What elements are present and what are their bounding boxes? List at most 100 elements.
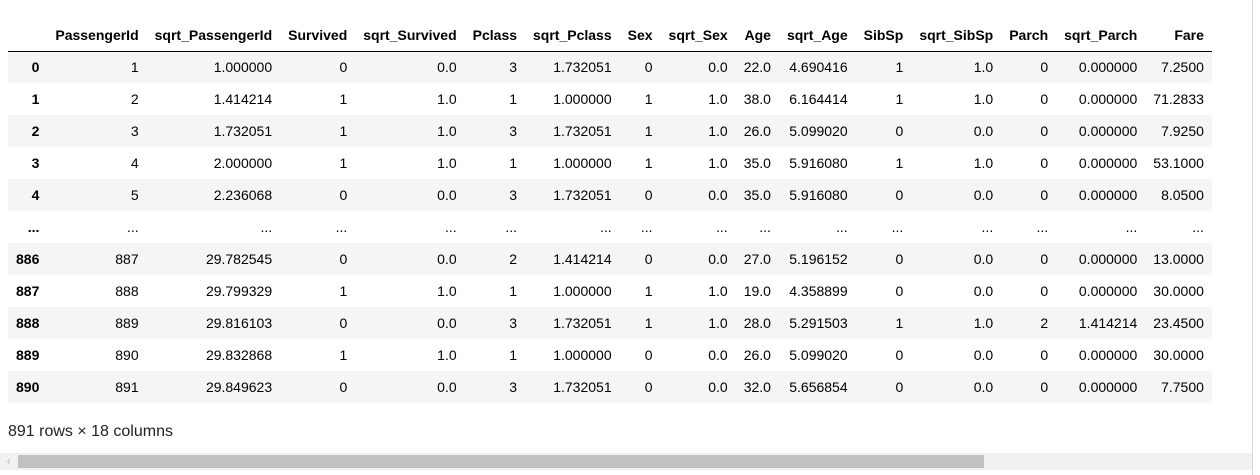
table-cell: 30.0000 xyxy=(1153,347,1204,363)
table-cell: 1 xyxy=(339,347,348,363)
table-cell: 3 xyxy=(130,123,139,139)
table-cell: 0 xyxy=(339,315,348,331)
table-cell: 1 xyxy=(339,283,348,299)
table-cell: 0 xyxy=(895,379,904,395)
table-cell: ... xyxy=(335,219,348,235)
table-cell: 1 xyxy=(130,59,139,76)
table-cell: 1 xyxy=(509,347,518,363)
table-cell: 888 xyxy=(115,283,139,299)
table-cell: ... xyxy=(599,219,612,235)
table-cell: 2 xyxy=(1040,315,1049,331)
table-cell: 71.2833 xyxy=(1153,91,1204,107)
table-cell: 1 xyxy=(509,155,518,171)
row-index: 0 xyxy=(31,59,40,76)
column-header: Survived xyxy=(280,20,356,52)
row-index: 1 xyxy=(31,91,40,107)
column-header: SibSp xyxy=(855,20,912,52)
table-cell: 1.0 xyxy=(708,91,728,107)
table-cell: 0.000000 xyxy=(1078,91,1138,107)
table-cell: 1.0 xyxy=(437,91,457,107)
table-cell: 0.0 xyxy=(973,347,994,363)
table-cell: 1.732051 xyxy=(553,379,612,395)
table-cell: 1 xyxy=(895,91,904,107)
row-index: 3 xyxy=(31,155,40,171)
row-index: 888 xyxy=(16,315,40,331)
table-cell: 0 xyxy=(644,187,653,203)
table-cell: 0.0 xyxy=(708,347,728,363)
table-cell: 1.0 xyxy=(437,283,457,299)
row-index: 889 xyxy=(16,347,40,363)
table-cell: 0 xyxy=(1040,283,1049,299)
table-cell: 0.000000 xyxy=(1078,283,1138,299)
table-cell: 1 xyxy=(644,315,653,331)
header-row: PassengerId sqrt_PassengerId Survived sqrt_… xyxy=(8,20,1212,52)
table-cell: 0.0 xyxy=(437,187,457,203)
table-cell: 2.000000 xyxy=(213,155,273,171)
column-header: PassengerId xyxy=(47,20,147,52)
table-cell: 0.000000 xyxy=(1078,347,1138,363)
table-cell: 5.196152 xyxy=(789,251,848,267)
table-cell: 27.0 xyxy=(743,251,771,267)
table-row: 890 891 29.849623 0 0.0 3 1.732051 0 0.0 32.0 5.65… xyxy=(8,371,1212,403)
table-cell: 0 xyxy=(1040,155,1049,171)
table-row: 889 890 29.832868 1 1.0 1 1.000000 0 0.0 26.0 5.09… xyxy=(8,339,1212,371)
table-cell: 1.414214 xyxy=(553,251,612,267)
column-header: Fare xyxy=(1145,20,1212,52)
table-cell: 38.0 xyxy=(743,91,771,107)
table-cell: 4.358899 xyxy=(789,283,848,299)
table-cell: 26.0 xyxy=(743,347,771,363)
table-cell: 1.732051 xyxy=(553,123,612,139)
table-cell: 1 xyxy=(895,155,904,171)
table-cell: 29.832868 xyxy=(205,347,273,363)
table-cell: 0.0 xyxy=(973,251,994,267)
table-cell: 5.291503 xyxy=(789,315,848,331)
table-cell: 0.000000 xyxy=(1078,379,1138,395)
table-cell: 0.0 xyxy=(437,379,457,395)
table-cell: ... xyxy=(835,219,848,235)
table-cell: ... xyxy=(891,219,904,235)
table-cell: 5 xyxy=(130,187,139,203)
table-cell: 0.0 xyxy=(437,59,457,76)
table-cell: 891 xyxy=(115,379,139,395)
table-cell: 7.9250 xyxy=(1161,123,1204,139)
table-body: 0 1 1.000000 0 0.0 3 1.732051 0 0.0 22.0 4.690416 1… xyxy=(8,51,1212,403)
table-cell: 1.0 xyxy=(437,123,457,139)
table-cell: 1 xyxy=(339,123,348,139)
column-header: sqrt_Pclass xyxy=(525,20,620,52)
dataframe-shape-label: 891 rows × 18 columns xyxy=(8,423,173,440)
column-header: sqrt_Parch xyxy=(1056,20,1146,52)
column-header: Pclass xyxy=(464,20,526,52)
column-header: Sex xyxy=(619,20,661,52)
scroll-left-arrow-icon[interactable]: ‹ xyxy=(6,456,11,467)
table-cell: 0.0 xyxy=(437,315,457,331)
table-cell: 3 xyxy=(509,315,518,331)
table-cell: 3 xyxy=(509,187,518,203)
column-header: sqrt_SibSp xyxy=(911,20,1002,52)
table-cell: 1.0 xyxy=(973,59,994,76)
horizontal-scrollbar[interactable]: ‹ xyxy=(0,453,1252,470)
table-cell: 0 xyxy=(644,251,653,267)
scrollbar-thumb[interactable] xyxy=(18,455,984,468)
table-row: 3 4 2.000000 1 1.0 1 1.000000 1 1.0 35.0 5.916080 1… xyxy=(8,147,1212,179)
table-cell: 1.414214 xyxy=(1078,315,1138,331)
table-cell: 2.236068 xyxy=(213,187,273,203)
output-edge-divider xyxy=(1252,0,1253,475)
table-cell: 5.916080 xyxy=(789,187,848,203)
row-index: 887 xyxy=(16,283,40,299)
index-header xyxy=(8,20,48,52)
table-cell: 0.0 xyxy=(973,187,994,203)
column-header: Parch xyxy=(1001,20,1057,52)
table-cell: ... xyxy=(716,219,728,235)
table-cell: 23.4500 xyxy=(1153,315,1204,331)
table-cell: 0 xyxy=(895,251,904,267)
table-cell: 0 xyxy=(895,187,904,203)
table-cell: 6.164414 xyxy=(789,91,848,107)
table-cell: 0.000000 xyxy=(1078,187,1138,203)
ellipsis-row: ........................................… xyxy=(8,211,1212,243)
table-cell: 0 xyxy=(1040,379,1049,395)
row-index: 890 xyxy=(16,379,40,395)
table-cell: ... xyxy=(1036,219,1049,235)
table-cell: 1.0 xyxy=(708,315,728,331)
table-cell: ... xyxy=(981,219,994,235)
